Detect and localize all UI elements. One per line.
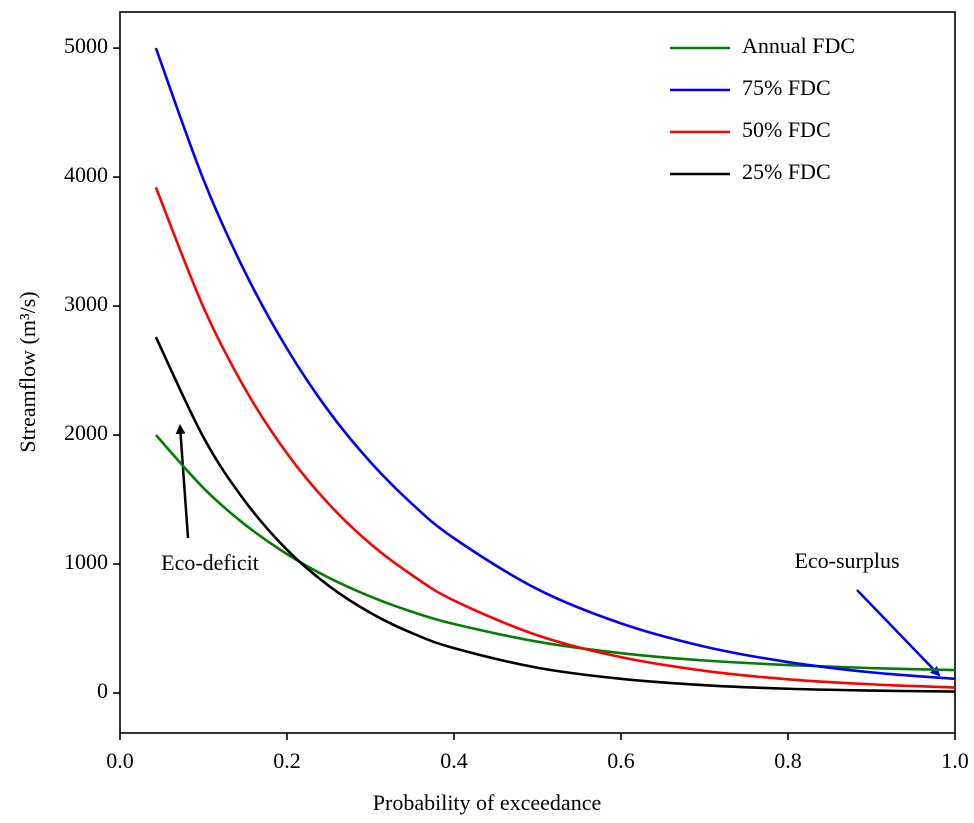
line-series [154,186,956,689]
y-tick-label: 0 [97,678,108,703]
x-tick-label: 1.0 [941,748,969,773]
x-tick-label: 0.0 [106,748,134,773]
annotation-arrow [175,424,190,539]
x-axis-label: Probability of exceedance [373,790,601,815]
x-tick-label: 0.6 [607,748,635,773]
legend-label: 25% FDC [742,159,831,184]
y-tick-label: 2000 [64,420,108,445]
annotation: Eco-deficit [161,550,259,575]
annotation: Eco-surplus [794,548,899,573]
plot-frame [119,11,956,734]
legend-label: Annual FDC [742,33,855,58]
y-tick-label: 5000 [64,33,108,58]
y-axis-label: Streamflow (m³/s) [15,291,40,452]
x-tick-label: 0.2 [273,748,301,773]
legend-label: 75% FDC [742,75,831,100]
x-tick-label: 0.8 [774,748,802,773]
annotation-arrow [856,589,941,677]
legend-label: 50% FDC [742,117,831,142]
line-series [154,336,956,693]
y-tick-label: 3000 [64,291,108,316]
y-tick-label: 4000 [64,162,108,187]
line-series [154,47,956,681]
x-tick-label: 0.4 [440,748,468,773]
y-tick-label: 1000 [64,549,108,574]
line-series [154,434,956,672]
